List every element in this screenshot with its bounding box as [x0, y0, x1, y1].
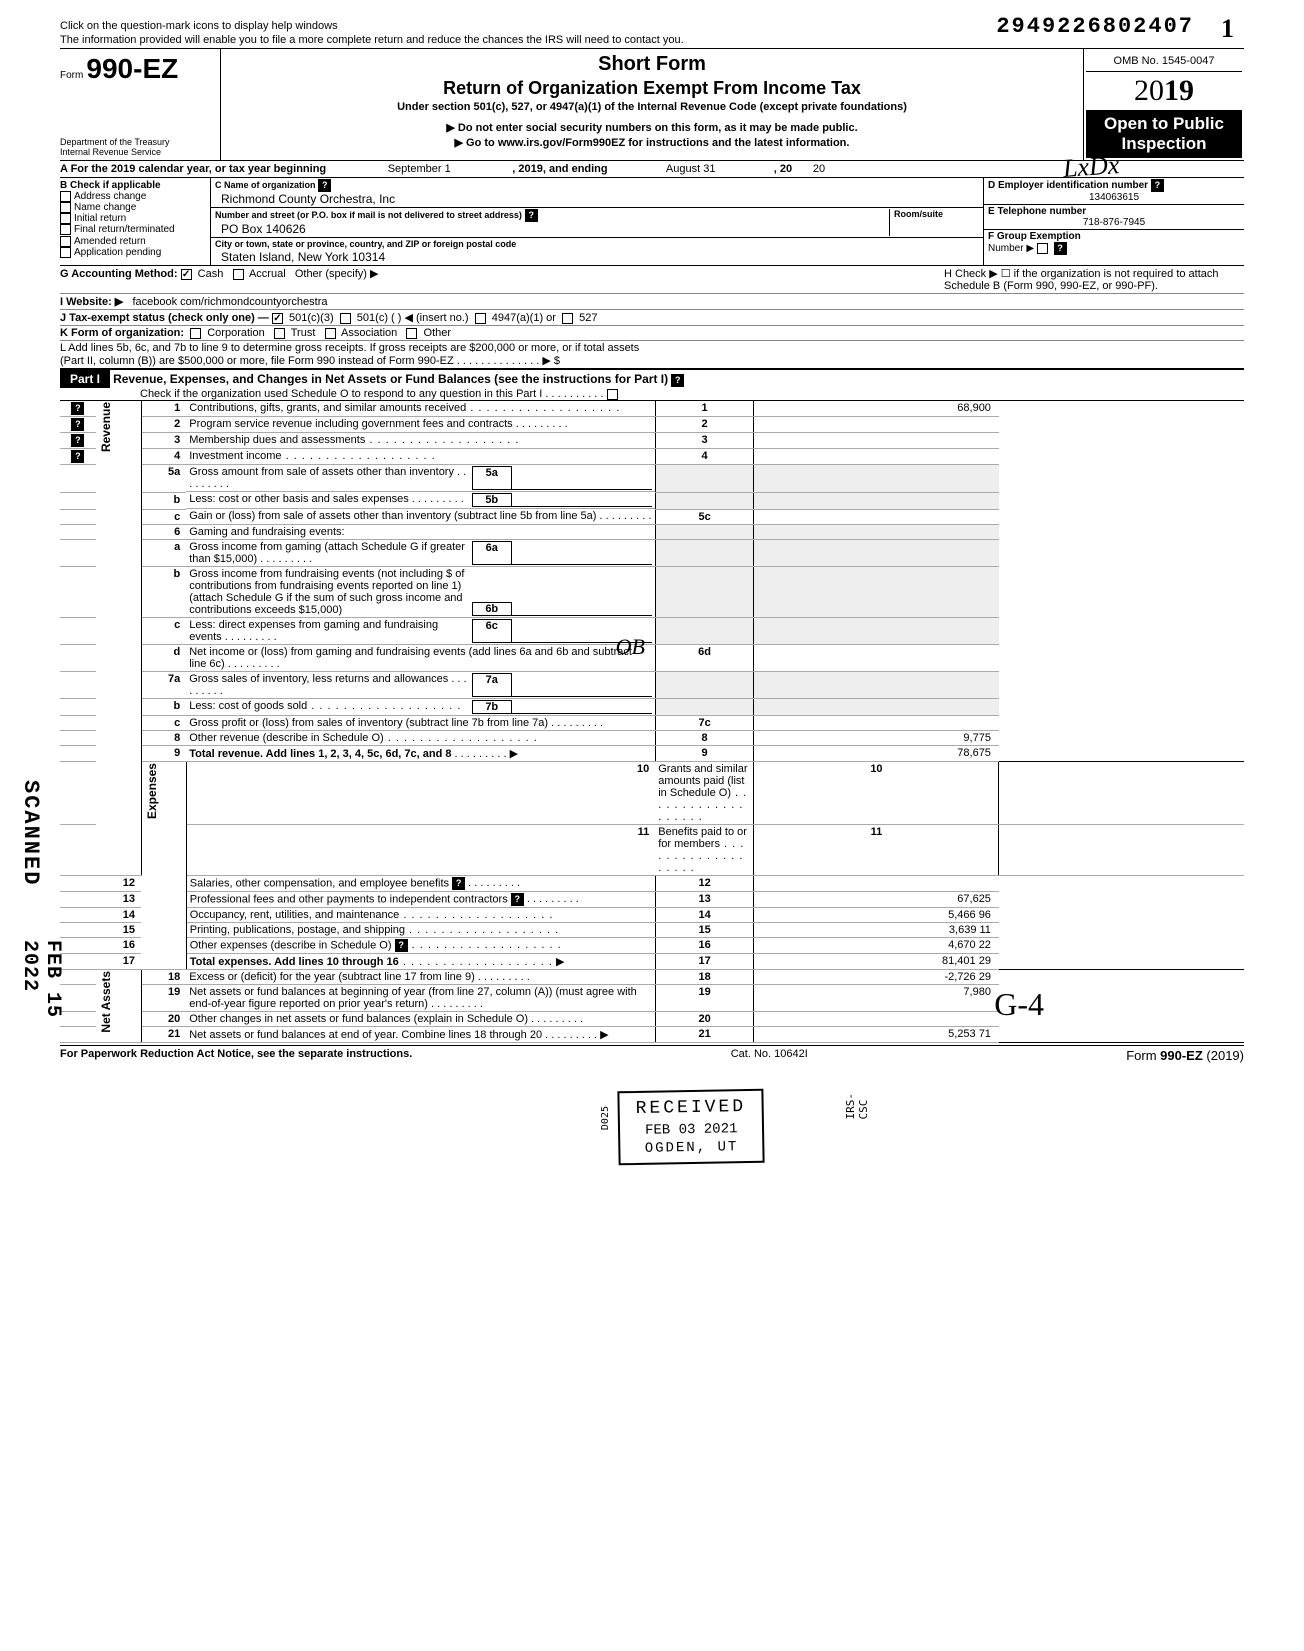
e-label: E Telephone number: [988, 206, 1086, 217]
phone: 718-876-7945: [988, 217, 1240, 228]
amt-16: 4,670 22: [754, 938, 999, 954]
f-label2: Number ▶: [988, 243, 1034, 254]
part1-title: Revenue, Expenses, and Changes in Net As…: [113, 372, 668, 386]
chk-name-change[interactable]: Name change: [60, 202, 206, 213]
section-revenue: Revenue: [99, 402, 113, 452]
website: facebook com/richmondcountyorchestra: [132, 296, 327, 308]
section-net-assets: Net Assets: [99, 971, 113, 1033]
chk-other[interactable]: [406, 328, 417, 339]
amt-15: 3,639 11: [754, 923, 999, 938]
amt-8: 9,775: [754, 731, 999, 746]
amt-14: 5,466 96: [754, 908, 999, 923]
dln-suffix: 1: [1221, 14, 1234, 44]
signature-scribble: LxDx: [1062, 150, 1120, 184]
chk-final-return[interactable]: Final return/terminated: [60, 224, 206, 235]
ob-scribble: OB: [616, 634, 645, 660]
form-prefix: Form: [60, 70, 83, 81]
chk-trust[interactable]: [274, 328, 285, 339]
help-icon[interactable]: ?: [71, 450, 84, 463]
c-label: C Name of organization: [215, 180, 316, 190]
section-expenses: Expenses: [145, 763, 159, 819]
dln-stamp: 2949226802407: [996, 14, 1194, 39]
help-icon[interactable]: ?: [71, 418, 84, 431]
title-short-form: Short Form: [227, 53, 1077, 76]
part1-header: Part I Revenue, Expenses, and Changes in…: [60, 369, 1244, 401]
footer: For Paperwork Reduction Act Notice, see …: [60, 1045, 1244, 1063]
chk-527[interactable]: [562, 313, 573, 324]
f-label: F Group Exemption: [988, 231, 1081, 242]
l-line2: (Part II, column (B)) are $500,000 or mo…: [60, 355, 560, 367]
room-label: Room/suite: [894, 209, 943, 219]
city: Staten Island, New York 10314: [215, 250, 979, 264]
chk-schedule-o[interactable]: [607, 389, 618, 400]
received-stamp: RECEIVED FEB 03 2021 OGDEN, UT: [617, 1089, 765, 1166]
h-text: H Check ▶ ☐ if the organization is not r…: [944, 267, 1244, 292]
b-header: B Check if applicable: [60, 180, 206, 191]
arrow-ssn: ▶ Do not enter social security numbers o…: [227, 121, 1077, 134]
amt-18: -2,726 29: [754, 970, 999, 985]
part1-label: Part I: [60, 370, 110, 388]
foot-paperwork: For Paperwork Reduction Act Notice, see …: [60, 1048, 412, 1063]
form-header: Form 990-EZ Department of the Treasury I…: [60, 48, 1244, 161]
g4-handwritten: G-4: [994, 986, 1044, 1023]
street: PO Box 140626: [215, 222, 889, 236]
amt-19: 7,980: [754, 985, 999, 1012]
help-icon[interactable]: ?: [452, 877, 465, 890]
arrow-irs-link: ▶ Go to www.irs.gov/Form990EZ for instru…: [227, 136, 1077, 149]
omb-number: OMB No. 1545-0047: [1086, 51, 1242, 72]
org-name: Richmond County Orchestra, Inc: [215, 192, 979, 206]
chk-4947[interactable]: [475, 313, 486, 324]
lines-table: ? Revenue 1Contributions, gifts, grants,…: [60, 401, 1244, 1043]
j-label: J Tax-exempt status (check only one) —: [60, 312, 269, 324]
chk-cash[interactable]: [181, 269, 192, 280]
help-icon[interactable]: ?: [525, 209, 538, 222]
form-number: 990-EZ: [86, 53, 178, 84]
help-icon[interactable]: ?: [511, 893, 524, 906]
chk-501c[interactable]: [340, 313, 351, 324]
amt-21: 5,253 71: [754, 1027, 999, 1043]
help-icon[interactable]: ?: [395, 939, 408, 952]
subtitle: Under section 501(c), 527, or 4947(a)(1)…: [227, 101, 1077, 113]
foot-catno: Cat. No. 10642I: [731, 1048, 808, 1063]
ein: 134063615: [988, 192, 1240, 203]
help-icon[interactable]: ?: [318, 179, 331, 192]
chk-address-change[interactable]: Address change: [60, 191, 206, 202]
chk-initial-return[interactable]: Initial return: [60, 213, 206, 224]
i-label: I Website: ▶: [60, 296, 123, 308]
help-icon[interactable]: ?: [71, 434, 84, 447]
part1-check-text: Check if the organization used Schedule …: [60, 388, 603, 400]
chk-assoc[interactable]: [325, 328, 336, 339]
amt-13: 67,625: [754, 892, 999, 908]
chk-amended-return[interactable]: Amended return: [60, 236, 206, 247]
chk-accrual[interactable]: [233, 269, 244, 280]
amt-9: 78,675: [754, 746, 999, 762]
help-icon[interactable]: ?: [1054, 242, 1067, 255]
help-icon[interactable]: ?: [71, 402, 84, 415]
chk-application-pending[interactable]: Application pending: [60, 247, 206, 258]
city-label: City or town, state or province, country…: [215, 239, 516, 249]
entity-grid: B Check if applicable Address change Nam…: [60, 178, 1244, 266]
amt-1: 68,900: [754, 401, 999, 417]
help-icon[interactable]: ?: [1151, 179, 1164, 192]
date-stamp-side: FEB 15 2022: [18, 940, 64, 1083]
chk-501c3[interactable]: [272, 313, 283, 324]
g-label: G Accounting Method:: [60, 268, 178, 280]
amt-17: 81,401 29: [754, 954, 999, 970]
l-line1: L Add lines 5b, 6c, and 7b to line 9 to …: [60, 342, 639, 354]
dept-irs: Internal Revenue Service: [60, 148, 216, 158]
stamp-irs-csc: IRS-CSC: [844, 1093, 870, 1120]
street-label: Number and street (or P.O. box if mail i…: [215, 210, 522, 220]
foot-form: Form 990-EZ (2019): [1126, 1048, 1244, 1063]
chk-corp[interactable]: [190, 328, 201, 339]
scanned-stamp: SCANNED: [18, 780, 43, 886]
tax-year: 2019: [1086, 72, 1242, 110]
stamp-d025: D025: [600, 1106, 611, 1130]
k-label: K Form of organization:: [60, 327, 184, 339]
help-icon[interactable]: ?: [671, 374, 684, 387]
title-return: Return of Organization Exempt From Incom…: [227, 78, 1077, 99]
